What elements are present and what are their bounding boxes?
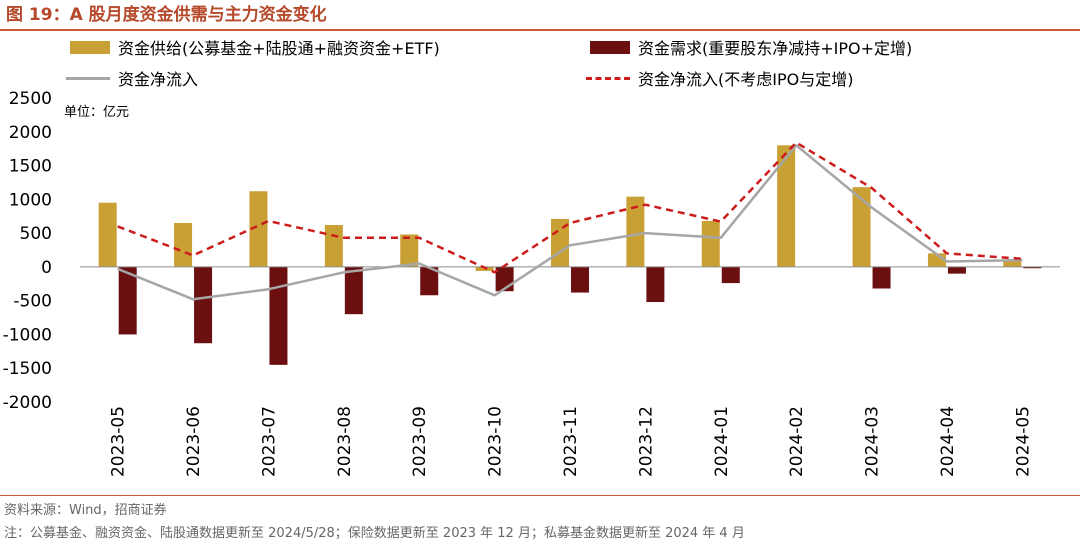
- x-tick-label: 2023-12: [636, 406, 656, 477]
- y-tick-label: 1000: [9, 190, 52, 210]
- supply-bar: [98, 202, 117, 267]
- legend-swatch-demand: [590, 40, 630, 54]
- supply-bar: [400, 234, 419, 267]
- chart-plot: 2500 2000 1500 1000 500 0 -500 -1000 -1500 -2000 2…: [3, 89, 1060, 477]
- x-tick-label: 2023-09: [410, 406, 430, 477]
- y-tick-label: -1500: [3, 359, 52, 379]
- supply-bar: [249, 191, 268, 267]
- x-tick-label: 2023-05: [109, 406, 129, 477]
- demand-bar: [118, 266, 137, 335]
- demand-bar: [420, 266, 439, 296]
- y-tick-label: 500: [20, 224, 52, 244]
- demand-bar: [344, 266, 363, 315]
- demand-bar: [721, 266, 740, 284]
- y-tick-label: 2000: [9, 123, 52, 143]
- demand-bar: [872, 266, 891, 289]
- legend-swatch-net-ex: [586, 76, 630, 80]
- supply-bar: [1003, 259, 1022, 267]
- x-tick-label: 2023-06: [184, 406, 204, 477]
- legend-item-demand: 资金需求(重要股东净减持+IPO+定增): [590, 36, 912, 58]
- net-inflow-line: [117, 144, 1023, 301]
- x-tick-label: 2024-05: [1013, 406, 1033, 477]
- x-tick-label: 2024-04: [938, 406, 958, 477]
- supply-bar: [626, 196, 645, 267]
- y-tick-label: -2000: [3, 393, 52, 413]
- x-tick-label: 2024-02: [787, 406, 807, 477]
- supply-bar: [324, 225, 343, 267]
- x-tick-label: 2023-08: [335, 406, 355, 477]
- demand-bar: [947, 266, 966, 274]
- x-tick-label: 2024-01: [712, 406, 732, 477]
- figure-title: 图 19：A 股月度资金供需与主力资金变化: [6, 5, 327, 25]
- legend-swatch-supply: [70, 40, 110, 54]
- demand-bar: [194, 266, 213, 344]
- x-tick-label: 2024-03: [863, 406, 883, 477]
- footer-divider: [0, 495, 1080, 496]
- supply-bar: [852, 187, 871, 267]
- demand-bar: [571, 266, 589, 293]
- y-tick-label: 0: [41, 258, 52, 278]
- demand-bar: [1023, 266, 1042, 269]
- legend-item-supply: 资金供给(公募基金+陆股通+融资资金+ETF): [70, 36, 440, 58]
- x-tick-label: 2023-10: [486, 406, 506, 477]
- x-tick-label: 2023-07: [259, 406, 279, 477]
- title-divider: [0, 29, 1080, 31]
- footnote-text: 注：公募基金、融资资金、陆股通数据更新至 2024/5/28；保险数据更新至 2…: [4, 526, 745, 541]
- net-inflow-ex-line: [117, 141, 1023, 274]
- y-tick-label: -1000: [3, 325, 52, 345]
- source-text: 资料来源：Wind，招商证券: [4, 503, 167, 518]
- legend-label-net: 资金净流入: [118, 70, 199, 89]
- legend-item-net: 资金净流入: [66, 67, 198, 89]
- legend-label-supply: 资金供给(公募基金+陆股通+融资资金+ETF): [118, 39, 440, 58]
- legend-swatch-net: [66, 76, 110, 80]
- unit-label: 单位：亿元: [64, 105, 130, 120]
- demand-bar: [646, 266, 665, 303]
- legend-label-demand: 资金需求(重要股东净减持+IPO+定增): [638, 39, 913, 58]
- supply-bar: [174, 222, 193, 267]
- supply-bar: [777, 145, 796, 267]
- demand-bar: [269, 266, 288, 365]
- supply-bar: [701, 220, 720, 267]
- y-tick-label: -500: [13, 292, 52, 312]
- y-tick-label: 1500: [9, 157, 52, 177]
- y-tick-label: 2500: [9, 89, 52, 109]
- x-tick-label: 2023-11: [561, 406, 581, 477]
- legend-item-net-ex: 资金净流入(不考虑IPO与定增): [586, 67, 853, 89]
- legend-label-net-ex: 资金净流入(不考虑IPO与定增): [638, 70, 854, 89]
